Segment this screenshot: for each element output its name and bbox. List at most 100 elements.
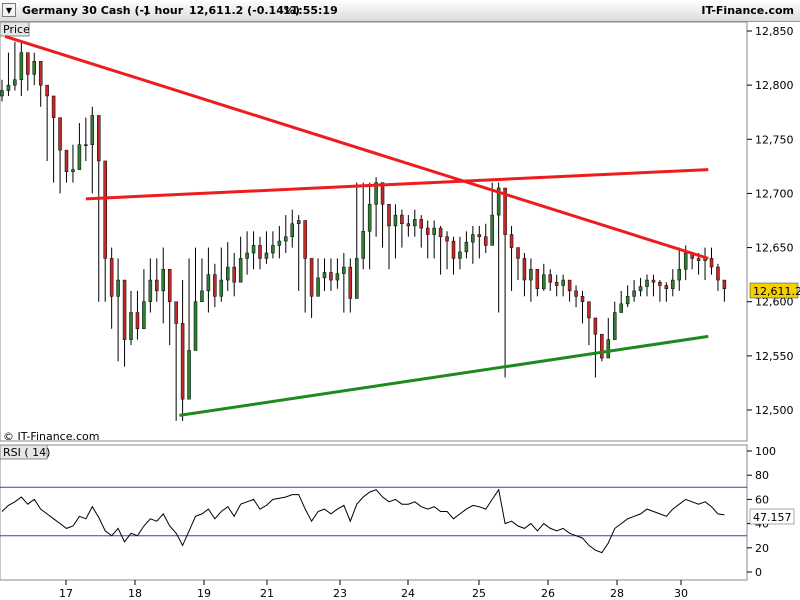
candle-body: [632, 290, 636, 297]
candle-body: [206, 274, 211, 292]
support-trendline: [179, 334, 709, 417]
last-price-tag: [749, 282, 799, 299]
candle-body: [251, 245, 256, 254]
candle-body: [380, 182, 385, 205]
candle-body: [64, 149, 69, 173]
x-tick-label: 17: [59, 587, 73, 600]
candle: [219, 247, 224, 302]
candle-body: [561, 279, 565, 286]
candle-body: [284, 236, 288, 242]
candle-body: [277, 240, 282, 246]
candle-body: [232, 266, 236, 283]
candle: [84, 117, 88, 161]
candle: [258, 236, 262, 270]
candle: [232, 252, 236, 297]
candle-body: [316, 277, 320, 297]
rsi-tick-label: 100: [755, 445, 776, 458]
candle-body: [593, 317, 598, 335]
candle: [716, 263, 720, 291]
candle-body: [374, 182, 378, 205]
candle: [535, 268, 540, 297]
candle-body: [303, 220, 307, 259]
x-axis: 17 18 19 21 23 24 25 26 28 30: [59, 580, 688, 600]
candle-body: [84, 144, 88, 146]
candle-body: [709, 258, 714, 268]
candle-body: [484, 236, 488, 246]
candle-body: [432, 227, 436, 235]
candle-body: [71, 169, 75, 173]
candle: [529, 258, 533, 302]
price-tick-label: 12,650: [755, 242, 794, 255]
x-tick-label: 21: [260, 587, 274, 600]
candle-body: [355, 258, 359, 299]
candle-body: [522, 258, 527, 281]
price-tick-label: 12,500: [755, 404, 794, 417]
quote-label: 12,611.2 (-0.14%): [189, 4, 300, 17]
candle-body: [567, 279, 572, 292]
candle: [554, 274, 559, 297]
candle: [135, 290, 140, 340]
candle: [600, 333, 604, 362]
candle: [677, 247, 681, 291]
candle-body: [329, 272, 333, 281]
candle: [509, 225, 514, 291]
candle: [277, 225, 282, 259]
candle: [180, 280, 185, 421]
candle-body: [464, 241, 469, 253]
candle-body: [406, 223, 411, 227]
candle: [709, 247, 714, 275]
price-y-axis: 12,850 12,800 12,750 12,700 12,650 12,600 12,5…: [746, 22, 794, 441]
candle: [587, 301, 591, 346]
candle: [38, 61, 43, 107]
candle-body: [367, 204, 372, 232]
candle-body: [393, 214, 398, 227]
rsi-tick-label: 80: [755, 469, 769, 482]
candle-body: [109, 258, 114, 297]
candle-body: [509, 234, 514, 248]
candle: [19, 41, 24, 96]
candle: [58, 117, 62, 194]
candle-body: [574, 290, 578, 297]
candle-body: [529, 268, 533, 281]
candle-body: [425, 227, 430, 235]
candle: [484, 223, 488, 253]
chevron-down-icon[interactable]: ▼: [2, 3, 16, 17]
candle-body: [619, 303, 623, 313]
candle: [77, 123, 82, 170]
instrument-name: Germany 30 Cash (-): [22, 4, 150, 17]
candle: [542, 263, 546, 291]
candle: [142, 269, 146, 330]
candle-body: [180, 323, 185, 400]
candle-body: [638, 286, 643, 292]
candle: [632, 280, 636, 302]
resistance-trendline: [4, 34, 709, 260]
candle-body: [400, 214, 404, 224]
candle-body: [451, 240, 456, 259]
candle-body: [606, 339, 611, 359]
candle-body: [587, 301, 591, 319]
interval-label: 1 hour: [143, 4, 184, 17]
candle: [174, 301, 178, 421]
candle-body: [445, 236, 449, 242]
candle: [26, 52, 30, 91]
candle-body: [387, 204, 391, 227]
candle: [71, 144, 75, 183]
price-panel: [0, 21, 748, 442]
candle-body: [213, 274, 217, 297]
candle: [103, 160, 107, 302]
x-tick-label: 18: [128, 587, 142, 600]
price-panel-label: Price: [3, 23, 30, 36]
candle-body: [613, 312, 617, 340]
candle-body: [361, 231, 365, 259]
candle: [567, 279, 572, 302]
price-panel-label-box: [0, 21, 30, 37]
candle: [355, 182, 359, 299]
candle: [348, 258, 353, 313]
candle-body: [471, 234, 475, 243]
candle: [664, 282, 669, 302]
candle-body: [167, 268, 172, 302]
candle-body: [142, 301, 146, 330]
candle-body: [580, 296, 585, 302]
x-tick-label: 28: [610, 587, 624, 600]
